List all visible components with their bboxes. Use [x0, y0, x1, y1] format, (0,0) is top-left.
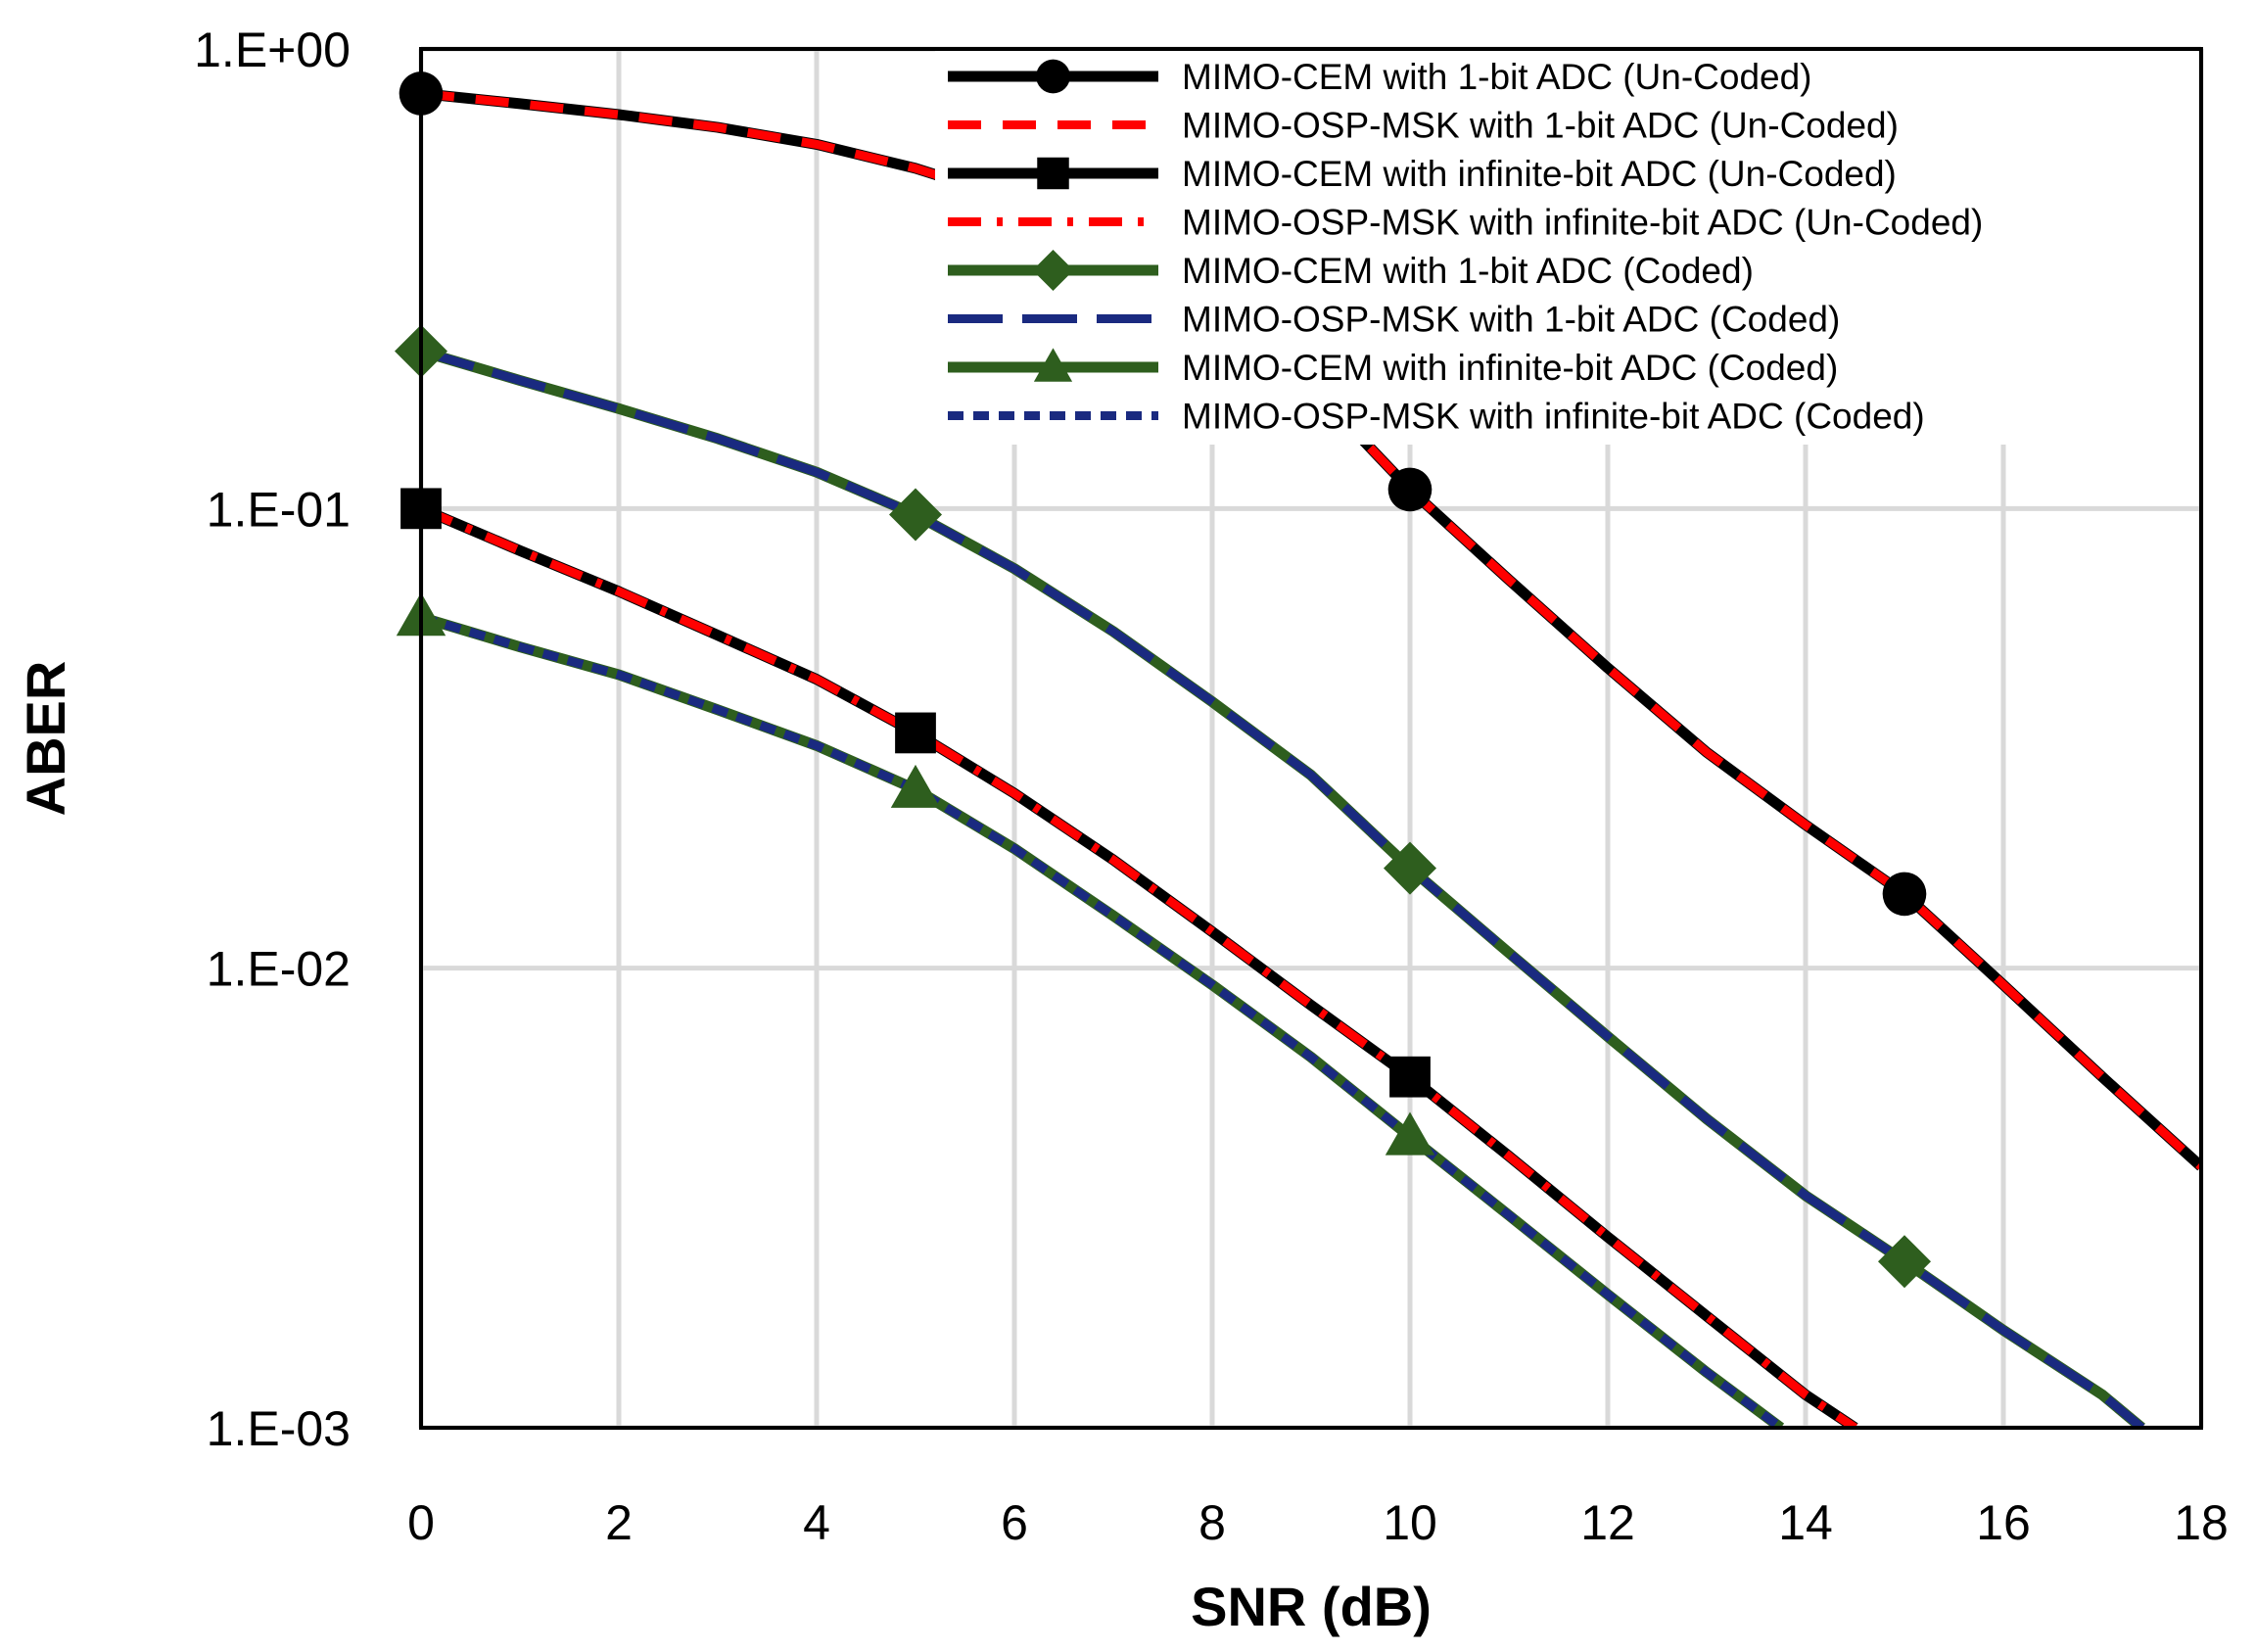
legend-background: [935, 51, 2198, 445]
legend-label-2: MIMO-OSP-MSK with 1-bit ADC (Un-Coded): [1182, 106, 1899, 146]
x-tick-labels: 0 2 4 6 8 10 12 14 16 18: [407, 1495, 2229, 1550]
legend-marker-5: [1032, 250, 1074, 291]
y-tick-labels: 1.E+00 1.E-01 1.E-02 1.E-03: [194, 23, 351, 1456]
y-tick-label: 1.E+00: [194, 23, 351, 77]
legend-label-7: MIMO-CEM with infinite-bit ADC (Coded): [1182, 348, 1838, 388]
series-5-marker: [889, 488, 942, 542]
series-5-marker: [1384, 841, 1436, 895]
x-tick-label: 4: [803, 1495, 830, 1550]
legend-label-5: MIMO-CEM with 1-bit ADC (Coded): [1182, 251, 1754, 291]
legend-label-6: MIMO-OSP-MSK with 1-bit ADC (Coded): [1182, 300, 1840, 340]
series-3-marker: [895, 712, 936, 754]
x-tick-label: 10: [1383, 1495, 1437, 1550]
x-tick-label: 12: [1580, 1495, 1635, 1550]
y-tick-label: 1.E-03: [207, 1401, 351, 1456]
legend-label-8: MIMO-OSP-MSK with infinite-bit ADC (Code…: [1182, 397, 1925, 437]
series-3-marker: [1389, 1056, 1431, 1098]
x-tick-label: 8: [1198, 1495, 1226, 1550]
legend-label-1: MIMO-CEM with 1-bit ADC (Un-Coded): [1182, 57, 1812, 97]
x-tick-label: 16: [1976, 1495, 2031, 1550]
x-tick-label: 2: [605, 1495, 633, 1550]
marker-layer: [395, 71, 1931, 1289]
x-tick-label: 0: [407, 1495, 435, 1550]
series-1-marker: [1387, 467, 1433, 512]
legend-label-3: MIMO-CEM with infinite-bit ADC (Un-Coded…: [1182, 154, 1897, 194]
x-tick-label: 18: [2174, 1495, 2229, 1550]
series-line-8: [421, 613, 1784, 1428]
legend-marker-7: [1033, 348, 1073, 382]
series-7-marker: [890, 764, 941, 808]
x-tick-label: 14: [1778, 1495, 1833, 1550]
series-5-marker: [1878, 1235, 1931, 1289]
legend-label-4: MIMO-OSP-MSK with infinite-bit ADC (Un-C…: [1182, 203, 1983, 243]
series-line-4: [421, 504, 1857, 1428]
y-axis-title: ABER: [15, 661, 76, 817]
legend-marker-3: [1037, 157, 1069, 190]
plot-frame: [419, 47, 2203, 1430]
x-tick-label: 6: [1001, 1495, 1028, 1550]
x-axis-title: SNR (dB): [1191, 1576, 1432, 1637]
legend: MIMO-CEM with 1-bit ADC (Un-Coded) MIMO-O…: [948, 57, 1983, 437]
series-1-marker: [1882, 872, 1927, 917]
legend-marker-1: [1036, 59, 1070, 94]
y-tick-label: 1.E-02: [207, 942, 351, 997]
series-7-marker: [1385, 1111, 1435, 1156]
y-tick-label: 1.E-01: [207, 482, 351, 537]
